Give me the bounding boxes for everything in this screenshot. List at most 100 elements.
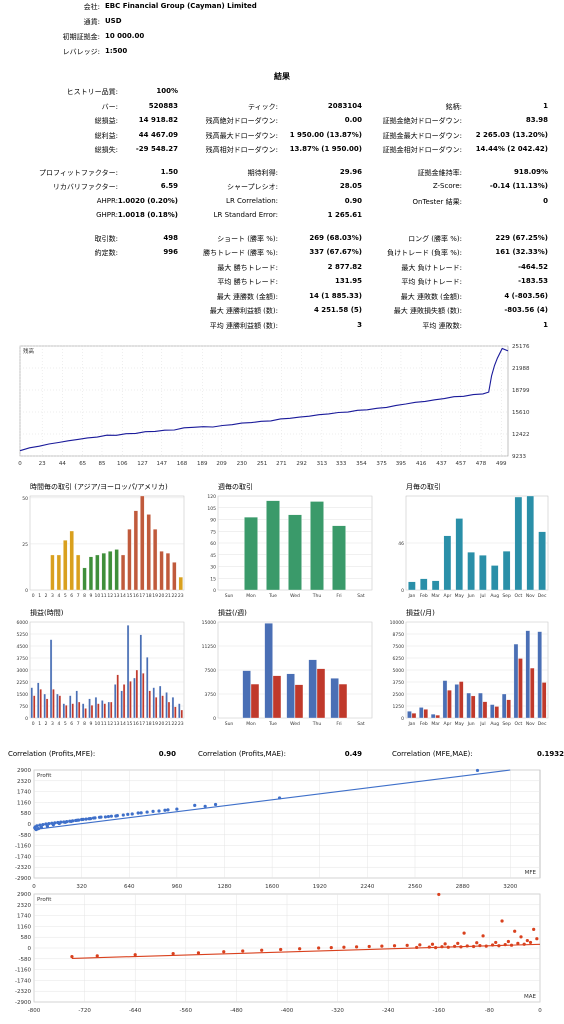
result-value: 131.95	[334, 277, 362, 285]
bar	[178, 576, 183, 591]
result-label: 総利益:	[94, 131, 118, 140]
scatter-point	[342, 945, 346, 949]
result-label: 平均 勝ちトレード:	[217, 278, 278, 286]
bar-x-tick: 3	[51, 721, 54, 727]
result-label: リカバリファクター:	[52, 183, 118, 191]
bar	[272, 675, 282, 719]
scatter-point	[163, 808, 167, 812]
bar	[411, 713, 417, 719]
bar	[153, 529, 158, 591]
company-value: EBC Financial Group (Cayman) Limited	[105, 2, 257, 10]
result-value: 4 (-803.56)	[504, 291, 548, 300]
bar	[97, 703, 100, 719]
bar	[77, 701, 81, 719]
scatter-point	[87, 817, 91, 821]
bar-x-tick: 9	[90, 721, 93, 727]
result-label: バー:	[101, 102, 118, 111]
result-value: 29.96	[339, 167, 362, 176]
bar	[133, 677, 136, 719]
bar	[443, 535, 452, 591]
bar	[103, 703, 106, 719]
bar-x-tick: Sun	[225, 593, 234, 599]
scatter-point	[354, 945, 359, 949]
scatter-point	[109, 814, 113, 818]
result-label: 銘柄:	[445, 102, 462, 111]
bar-x-tick: 14	[120, 593, 126, 599]
scatter-point	[475, 768, 480, 773]
scatter-point	[415, 945, 419, 950]
bar	[165, 552, 171, 591]
result-label: 約定数:	[94, 249, 118, 257]
bar	[167, 701, 171, 719]
bar-x-tick: 0	[32, 721, 35, 727]
bar	[88, 556, 94, 591]
bar-chart: 0 1250 2500 3750 5000 6250 7500 8750 10000 Jan Feb…	[390, 620, 549, 727]
scatter-y-tick: -580	[19, 833, 32, 839]
bar-x-tick: 22	[172, 721, 178, 727]
result-value: 83.98	[525, 116, 548, 124]
scatter-x-tick: -560	[180, 1008, 193, 1014]
scatter-point	[405, 943, 409, 947]
deposit-label: 初期証拠金:	[62, 33, 100, 41]
bar-x-tick: Feb	[420, 593, 428, 599]
bar-y-tick: 3000	[17, 668, 29, 674]
bar-x-tick: Apr	[444, 593, 452, 599]
scatter-y-tick: 2320	[17, 779, 31, 785]
bar	[62, 703, 66, 719]
bar-x-tick: 7	[77, 721, 80, 727]
bar	[264, 623, 273, 719]
bar-x-tick: Sat	[357, 721, 365, 727]
scatter-point	[70, 955, 74, 959]
bar	[513, 643, 519, 719]
scatter-x-tick: -640	[129, 1008, 142, 1014]
scatter-y-tick: 0	[28, 946, 32, 952]
scatter-x-tick: 1600	[265, 884, 279, 890]
result-label: 残高相対ドローダウン:	[205, 146, 278, 154]
scatter-point	[136, 811, 140, 815]
currency-value: USD	[105, 17, 122, 25]
bar-chart-title: 週毎の取引	[218, 483, 253, 491]
bar	[30, 687, 33, 719]
bar-y-tick: 3750	[17, 656, 29, 662]
bar-y-tick: 4500	[17, 644, 29, 650]
bar-x-tick: 3	[51, 593, 54, 599]
scatter-point	[490, 943, 495, 947]
bar-x-tick: 6	[70, 721, 73, 727]
bar	[127, 529, 132, 591]
balance-x-tick: 313	[317, 461, 328, 467]
scatter-x-tick: 320	[76, 884, 87, 890]
bar	[506, 699, 511, 719]
bar	[39, 689, 42, 719]
bar	[161, 695, 164, 719]
bar-y-tick: 2500	[393, 692, 405, 698]
bar-chart: 0 15 30 45 60 75 90 105 120 Sun Mon Tue Wed Thu Fri Sat	[207, 494, 373, 599]
balance-y-tick: 15610	[512, 410, 530, 416]
result-label: 負けトレード (負率 %):	[387, 249, 462, 257]
result-value: 2 877.82	[327, 262, 362, 271]
bar-x-tick: 12	[107, 721, 113, 727]
scatter-point	[84, 817, 88, 821]
bar-x-tick: Nov	[526, 721, 535, 727]
bar	[435, 714, 440, 719]
result-value: 2083104	[327, 101, 362, 110]
scatter-point	[522, 942, 526, 946]
scatter-x-tick: 3200	[503, 884, 517, 890]
balance-x-tick: 354	[356, 461, 367, 467]
bar	[95, 554, 100, 591]
bar	[491, 565, 499, 591]
scatter-y-tick: -2900	[15, 1000, 31, 1006]
bar	[45, 698, 49, 719]
bar	[455, 518, 463, 591]
bar	[518, 658, 523, 719]
bar	[101, 700, 104, 719]
bar-x-tick: Jun	[467, 721, 475, 727]
scatter-y-tick: 1740	[17, 790, 31, 796]
correlation-label: Correlation (MFE,MAE):	[392, 750, 473, 758]
bar	[537, 631, 542, 719]
bar	[88, 698, 91, 719]
scatter-y-tick: -1740	[15, 854, 31, 860]
scatter-y-tick: 1160	[17, 800, 31, 806]
bar-x-tick: 20	[159, 721, 165, 727]
bar	[502, 551, 511, 591]
bar	[178, 703, 181, 719]
